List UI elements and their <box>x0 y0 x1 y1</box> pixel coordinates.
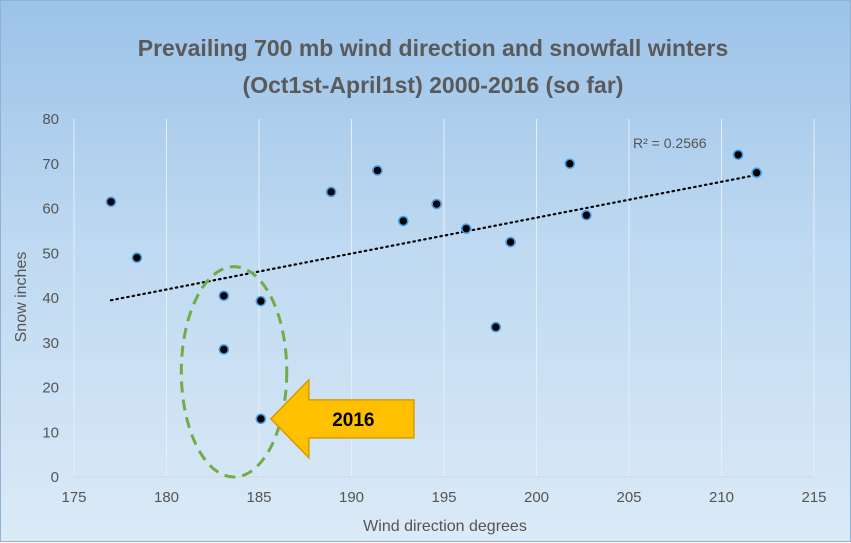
y-tick-label-10: 10 <box>42 424 59 441</box>
x-tick-label-195: 195 <box>431 489 456 506</box>
chart-title-line-1: Prevailing 700 mb wind direction and sno… <box>138 35 728 61</box>
x-tick-label-210: 210 <box>709 489 734 506</box>
data-point-16 <box>751 167 762 178</box>
x-tick-label-185: 185 <box>246 489 271 506</box>
data-point-8 <box>397 215 409 227</box>
data-point-5 <box>255 413 267 425</box>
x-tick-label-215: 215 <box>801 489 826 506</box>
axes: 175 180 185 190 195 200 205 210 215 0 10 20 30 40 50 60… <box>42 111 826 506</box>
data-point-9 <box>431 198 442 210</box>
data-point-2 <box>218 290 230 302</box>
data-point-13 <box>564 158 576 170</box>
x-tick-label-175: 175 <box>61 489 86 506</box>
data-point-12 <box>505 236 516 248</box>
x-tick-label-200: 200 <box>524 489 549 506</box>
data-point-0 <box>105 196 117 208</box>
y-tick-label-0: 0 <box>51 469 59 486</box>
highlight-ellipse-group <box>179 265 289 479</box>
y-tick-label-50: 50 <box>42 245 59 262</box>
y-tick-label-20: 20 <box>42 380 59 397</box>
trendline-group <box>109 173 758 302</box>
x-tick-label-190: 190 <box>339 489 364 506</box>
annotation-label: 2016 <box>332 410 374 431</box>
trendline <box>109 173 758 302</box>
data-point-7 <box>372 165 383 176</box>
r-squared-label: R² = 0.2566 <box>633 135 707 151</box>
y-tick-label-30: 30 <box>42 335 59 352</box>
y-tick-label-40: 40 <box>42 290 59 307</box>
x-axis-label: Wind direction degrees <box>363 518 527 535</box>
y-axis-label: Snow inches <box>13 252 30 343</box>
x-tick-label-180: 180 <box>154 489 179 506</box>
gridlines <box>73 119 815 477</box>
data-point-3 <box>218 344 230 355</box>
data-point-10 <box>460 223 472 234</box>
annotation-arrow <box>269 377 415 460</box>
data-point-1 <box>131 252 143 264</box>
data-points <box>105 149 762 425</box>
data-point-4 <box>255 295 267 307</box>
data-point-6 <box>325 186 337 198</box>
data-point-11 <box>490 321 502 333</box>
highlight-ellipse <box>179 265 289 479</box>
chart-title-line-2: (Oct1st-April1st) 2000-2016 (so far) <box>243 72 624 98</box>
y-tick-label-70: 70 <box>42 156 59 173</box>
data-point-15 <box>732 149 744 161</box>
x-tick-label-205: 205 <box>616 489 641 506</box>
y-tick-label-60: 60 <box>42 201 59 218</box>
y-tick-label-80: 80 <box>42 111 59 128</box>
data-point-14 <box>581 209 592 221</box>
annotation-arrow-group: 2016 <box>269 377 415 460</box>
